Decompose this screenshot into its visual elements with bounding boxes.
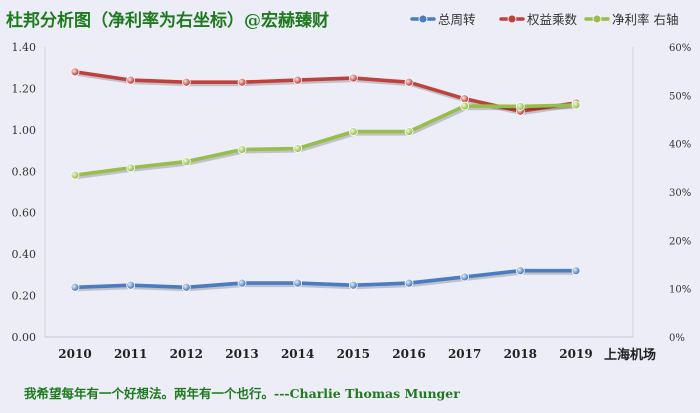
data-point-highlight bbox=[461, 273, 469, 281]
data-point-highlight bbox=[294, 279, 302, 287]
x-axis-tick-label: 2015 bbox=[337, 347, 370, 361]
series-line-shadow bbox=[76, 105, 578, 180]
data-point-highlight bbox=[71, 283, 79, 291]
series-line bbox=[73, 268, 578, 290]
data-point-highlight bbox=[71, 171, 79, 179]
data-point-highlight bbox=[405, 127, 413, 136]
legend-swatch-marker bbox=[507, 14, 517, 24]
legend-label: 净利率 右轴 bbox=[612, 12, 678, 27]
data-point-highlight bbox=[461, 95, 469, 103]
series-line-shadow bbox=[76, 270, 578, 292]
data-point-highlight bbox=[238, 279, 246, 287]
x-axis-tick-label: 2010 bbox=[58, 347, 91, 361]
x-axis-label: 上海机场 bbox=[604, 347, 656, 363]
x-axis-tick-label: 2016 bbox=[392, 347, 425, 361]
data-point-highlight bbox=[405, 279, 413, 287]
x-axis-tick-label: 2011 bbox=[114, 347, 147, 361]
left-axis-tick-label: 0.60 bbox=[12, 207, 37, 220]
data-point-highlight bbox=[127, 281, 135, 289]
right-axis-tick-label: 20% bbox=[669, 236, 691, 247]
legend-label: 权益乘数 bbox=[527, 12, 578, 27]
data-point-highlight bbox=[572, 267, 580, 275]
data-point-highlight bbox=[572, 101, 580, 109]
legend-item: 总周转 bbox=[410, 12, 476, 27]
left-axis-tick-label: 0.20 bbox=[12, 290, 37, 303]
x-axis-tick-label: 2012 bbox=[170, 347, 203, 361]
x-axis-tick-label: 2013 bbox=[225, 347, 258, 361]
series-line bbox=[73, 103, 578, 177]
plot-area: 0.00 0.20 0.40 0.60 0.80 1.00 1.20 1.40 0% 10% 20%… bbox=[12, 41, 692, 363]
right-axis-tick-label: 40% bbox=[669, 140, 691, 151]
x-axis-tick-label: 2018 bbox=[504, 347, 537, 361]
left-axis-tick-label: 0.00 bbox=[12, 331, 37, 344]
data-point-highlight bbox=[349, 281, 357, 289]
x-axis-tick-label: 2017 bbox=[448, 347, 481, 361]
data-point-highlight bbox=[294, 76, 302, 84]
data-point-highlight bbox=[516, 102, 524, 111]
left-axis-tick-label: 1.00 bbox=[12, 124, 37, 137]
left-axis-tick-label: 0.40 bbox=[12, 248, 37, 261]
data-point-highlight bbox=[238, 78, 246, 86]
data-point-highlight bbox=[182, 78, 190, 86]
legend-swatch-marker bbox=[418, 14, 428, 24]
data-point-highlight bbox=[516, 267, 524, 275]
right-axis-tick-label: 50% bbox=[669, 91, 691, 102]
data-point-highlight bbox=[461, 102, 469, 110]
legend-item: 净利率 右轴 bbox=[584, 12, 678, 27]
right-axis-tick-label: 0% bbox=[669, 333, 685, 344]
series-3 bbox=[70, 100, 581, 180]
data-point-highlight bbox=[182, 283, 190, 291]
footer-quote: 我希望每年有一个好想法。两年有一个也行。---Charlie Thomas Mu… bbox=[24, 386, 460, 401]
data-point-highlight bbox=[238, 145, 246, 154]
data-point-highlight bbox=[405, 78, 413, 86]
data-point-highlight bbox=[182, 157, 190, 166]
left-axis-tick-label: 1.40 bbox=[12, 41, 37, 54]
data-point-highlight bbox=[349, 74, 357, 82]
legend-item: 权益乘数 bbox=[499, 12, 578, 27]
legend-swatch-marker bbox=[592, 14, 602, 24]
legend-label: 总周转 bbox=[438, 12, 476, 27]
left-axis-tick-label: 1.20 bbox=[12, 82, 37, 95]
data-point-highlight bbox=[294, 144, 302, 153]
data-point-highlight bbox=[349, 127, 357, 136]
data-point-highlight bbox=[71, 68, 79, 76]
chart-title: 杜邦分析图（净利率为右坐标）@宏赫臻财 bbox=[6, 10, 329, 31]
right-axis-tick-label: 30% bbox=[669, 188, 691, 199]
series-1 bbox=[70, 266, 581, 292]
data-point-highlight bbox=[127, 164, 135, 172]
data-point-highlight bbox=[127, 76, 135, 84]
right-axis-tick-label: 10% bbox=[669, 285, 691, 296]
x-axis-tick-label: 2019 bbox=[559, 347, 592, 361]
legend: 总周转 权益乘数 净利率 右轴 bbox=[410, 12, 678, 27]
x-axis-tick-label: 2014 bbox=[281, 347, 314, 361]
left-axis-tick-label: 0.80 bbox=[12, 165, 37, 178]
right-axis-tick-label: 60% bbox=[669, 43, 691, 54]
